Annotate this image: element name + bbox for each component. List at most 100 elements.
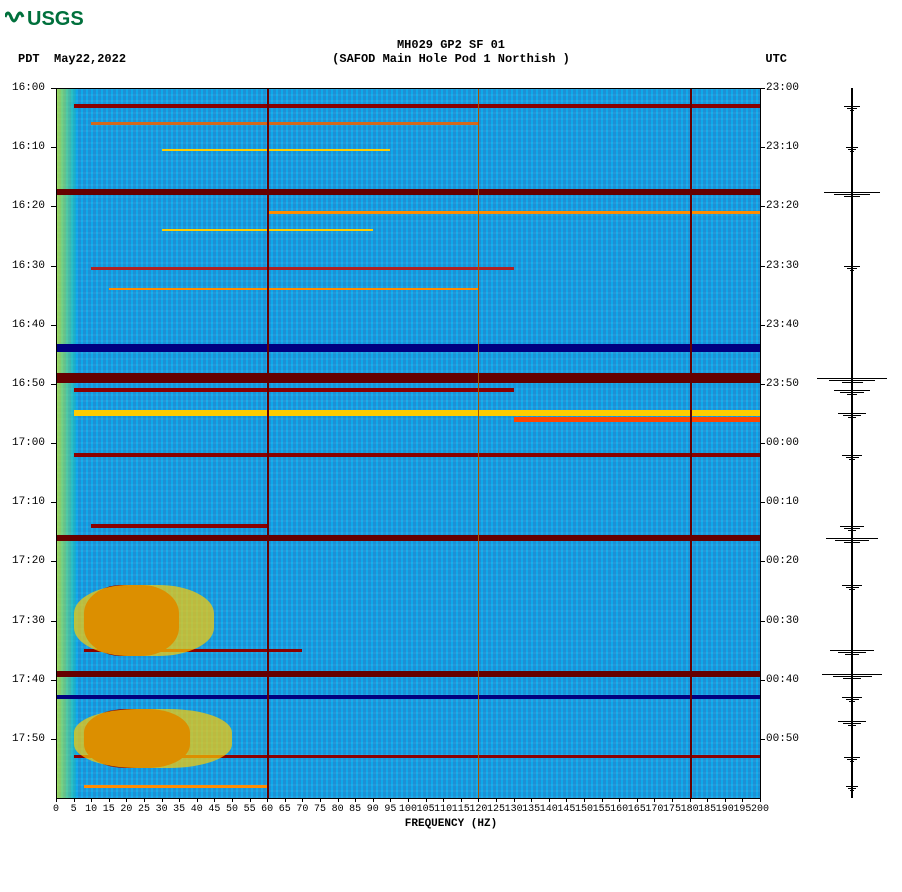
x-tick-label: 85 [349,804,361,815]
x-tick-label: 75 [314,804,326,815]
right-y-tick [760,680,765,681]
wiggle-spike [844,266,860,267]
x-tick-label: 145 [557,804,575,815]
wiggle-spike [846,699,859,700]
x-tick [267,798,268,802]
spectral-event-band [74,104,760,108]
right-y-tick [760,384,765,385]
right-y-tick-label: 23:50 [766,378,799,390]
wiggle-spike [834,194,870,195]
right-timezone: UTC [765,52,787,66]
x-tick-label: 120 [469,804,487,815]
waveform-wiggle-panel [812,88,892,798]
right-y-tick-label: 00:10 [766,496,799,508]
right-y-tick-label: 23:10 [766,141,799,153]
x-tick [126,798,127,802]
wiggle-spike [844,106,860,107]
x-tick [232,798,233,802]
wiggle-spike [845,654,858,655]
x-tick [373,798,374,802]
x-tick [672,798,673,802]
wiggle-spike [846,457,859,458]
right-y-tick-label: 00:00 [766,437,799,449]
right-y-tick [760,621,765,622]
axis-left [56,88,57,799]
wiggle-spike [850,151,854,152]
wiggle-spike [838,721,866,722]
wiggle-spike [848,530,855,531]
spectral-event-band [56,344,760,352]
right-y-tick [760,502,765,503]
x-tick-label: 185 [698,804,716,815]
wiggle-spike [850,790,854,791]
right-y-tick [760,443,765,444]
x-axis-title: FREQUENCY (HZ) [0,818,902,830]
x-tick-label: 130 [505,804,523,815]
x-tick-label: 150 [575,804,593,815]
wiggle-spike [846,587,859,588]
right-y-tick-label: 00:30 [766,615,799,627]
x-tick [144,798,145,802]
logo-text: USGS [27,8,84,30]
right-y-tick-label: 23:30 [766,260,799,272]
x-tick-label: 175 [663,804,681,815]
wiggle-spike [840,526,864,527]
spectrogram-plot [56,88,760,798]
harmonic-line [478,88,479,798]
x-tick-label: 50 [226,804,238,815]
spectral-event-band [162,149,391,151]
x-tick [496,798,497,802]
left-y-tick-label: 17:20 [12,555,45,567]
wiggle-spike [849,701,855,702]
wiggle-spike [849,459,855,460]
wiggle-spike [838,652,867,653]
x-tick [250,798,251,802]
wiggle-spike [833,676,872,677]
x-tick-label: 35 [173,804,185,815]
x-tick-label: 30 [156,804,168,815]
left-y-tick [51,680,56,681]
x-tick [56,798,57,802]
wiggle-spike [848,725,856,726]
x-tick [443,798,444,802]
spectral-event-band [56,373,760,383]
x-tick-label: 80 [332,804,344,815]
wiggle-spike [843,415,861,416]
left-y-tick-label: 16:40 [12,319,45,331]
x-tick-label: 115 [452,804,470,815]
x-tick-label: 110 [434,804,452,815]
x-tick [602,798,603,802]
spectral-event-band [56,671,760,677]
right-y-tick-label: 00:50 [766,733,799,745]
x-tick-label: 155 [593,804,611,815]
x-tick [408,798,409,802]
spectral-blob [74,709,232,768]
spectral-event-band [267,211,760,214]
wiggle-spike [847,394,858,395]
x-tick [549,798,550,802]
right-y-tick [760,561,765,562]
left-y-tick-label: 16:00 [12,82,45,94]
x-tick [461,798,462,802]
x-tick-label: 140 [540,804,558,815]
spectral-event-band [91,122,478,125]
x-tick-label: 15 [103,804,115,815]
wiggle-spike [834,390,870,391]
x-tick-label: 170 [645,804,663,815]
right-y-tick [760,325,765,326]
wiggle-spike [826,538,878,539]
x-tick-label: 125 [487,804,505,815]
x-tick-label: 160 [610,804,628,815]
left-y-tick [51,739,56,740]
x-tick [690,798,691,802]
left-y-tick [51,443,56,444]
x-tick [74,798,75,802]
left-y-tick-label: 17:00 [12,437,45,449]
usgs-logo: USGS [5,5,84,31]
x-tick [637,798,638,802]
right-y-tick-label: 00:20 [766,555,799,567]
wiggle-spike [830,650,874,651]
spectral-event-band [56,695,760,699]
x-tick-label: 25 [138,804,150,815]
wiggle-spike [824,192,880,193]
